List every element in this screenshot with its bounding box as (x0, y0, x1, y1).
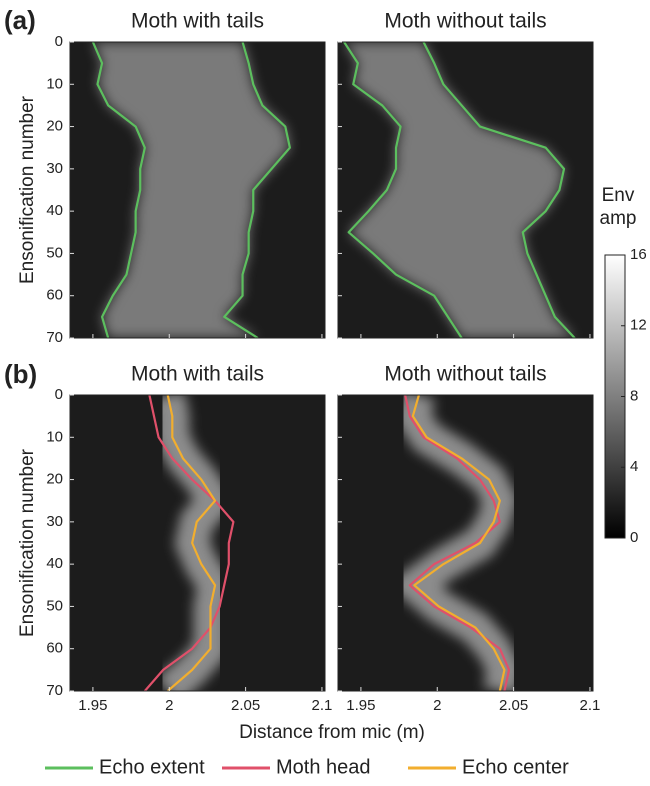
y-tick-label: 60 (46, 640, 63, 657)
panel-title: Moth with tails (131, 10, 264, 33)
y-tick-label: 20 (46, 471, 63, 488)
colorbar-tick-label: 4 (630, 458, 638, 475)
x-tick-label: 2 (165, 697, 173, 714)
panel-title: Moth with tails (131, 363, 264, 386)
series-line (223, 42, 291, 338)
y-tick-label: 50 (46, 244, 63, 261)
x-tick-label: 2.1 (580, 697, 601, 714)
echo-band (92, 42, 290, 338)
y-tick-label: 70 (46, 682, 63, 699)
legend-label: Echo center (462, 756, 569, 778)
plot-frame (69, 394, 326, 692)
series-line (422, 42, 576, 338)
y-tick-label: 10 (46, 75, 63, 92)
colorbar-title: Env (602, 185, 635, 206)
panel-title: Moth without tails (384, 10, 546, 33)
x-tick-label: 2.05 (499, 697, 528, 714)
echo-image (143, 395, 237, 691)
y-tick-label: 0 (55, 33, 63, 50)
colorbar-tick-label: 16 (630, 246, 647, 263)
y-tick-label: 30 (46, 160, 63, 177)
plot-frame (69, 41, 326, 339)
colorbar-tick-label: 8 (630, 387, 638, 404)
plot-frame (337, 394, 594, 692)
plot-frame (337, 41, 594, 339)
x-tick-label: 2.05 (231, 697, 260, 714)
y-tick-label: 30 (46, 513, 63, 530)
series-line (143, 395, 235, 691)
x-tick-label: 1.95 (78, 697, 107, 714)
y-axis-label: Ensonification number (17, 448, 38, 637)
y-tick-label: 20 (46, 118, 63, 135)
legend-label: Echo extent (99, 756, 205, 778)
series-line (166, 395, 217, 691)
y-axis-label: Ensonification number (17, 95, 38, 284)
series-line (411, 395, 506, 691)
series-line (91, 42, 146, 338)
series-line (404, 395, 511, 691)
y-tick-label: 0 (55, 386, 63, 403)
y-tick-label: 10 (46, 428, 63, 445)
x-tick-label: 2 (433, 697, 441, 714)
panel-title: Moth without tails (384, 363, 546, 386)
panel-label: (b) (4, 359, 37, 389)
y-tick-label: 70 (46, 329, 63, 346)
echo-image (91, 42, 291, 338)
legend-label: Moth head (276, 756, 371, 778)
x-tick-label: 1.95 (346, 697, 375, 714)
panel-label: (a) (4, 5, 36, 35)
echo-band (344, 42, 575, 338)
echo-image (387, 395, 523, 691)
y-tick-label: 60 (46, 287, 63, 304)
x-axis-label: Distance from mic (m) (239, 722, 425, 743)
echo-image (343, 42, 576, 338)
series-line (343, 42, 463, 338)
colorbar-tick-label: 12 (630, 317, 647, 334)
colorbar-title: amp (600, 208, 637, 229)
x-tick-label: 2.1 (312, 697, 333, 714)
y-tick-label: 40 (46, 555, 63, 572)
y-tick-label: 50 (46, 597, 63, 614)
colorbar-tick-label: 0 (630, 529, 638, 546)
y-tick-label: 40 (46, 202, 63, 219)
